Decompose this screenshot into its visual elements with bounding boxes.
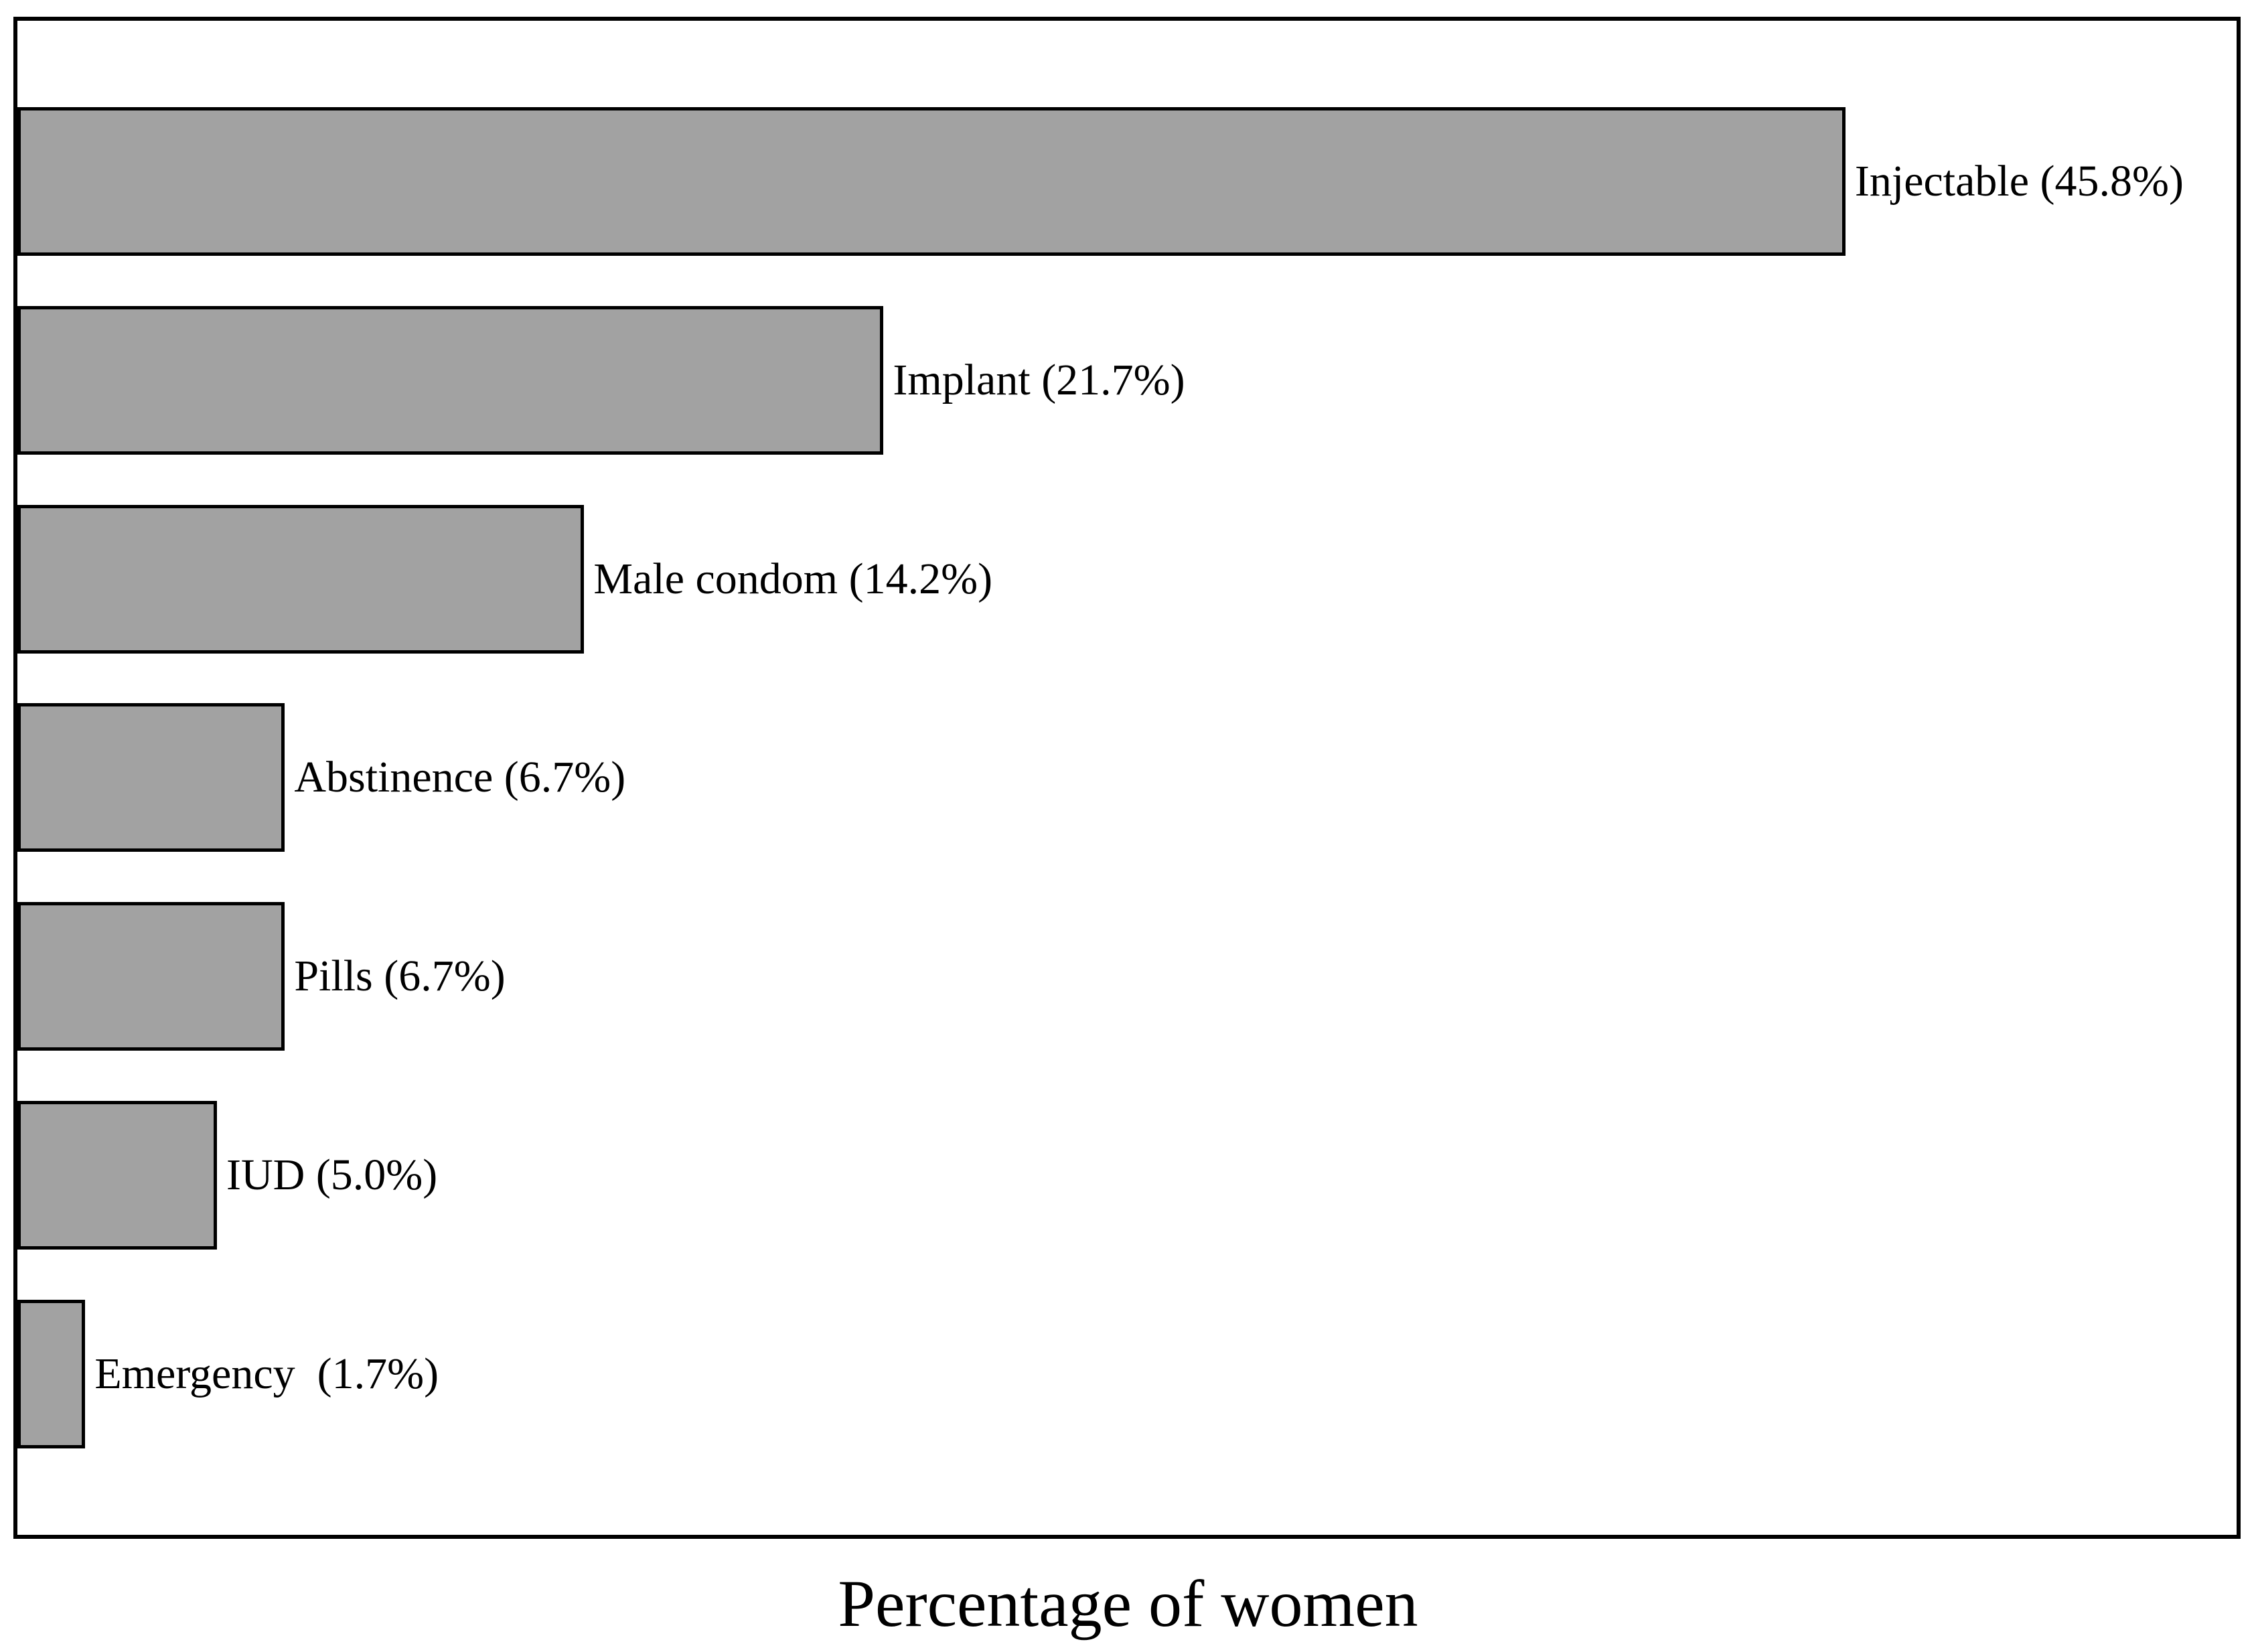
- x-axis-label: Percentage of women: [838, 1566, 1418, 1641]
- bar-label-injectable: Injectable (45.8%): [1854, 157, 2184, 206]
- bar-label-pills: Pills (6.7%): [294, 952, 506, 1001]
- bar-label-iud: IUD (5.0%): [226, 1150, 438, 1200]
- bar-row-implant: Implant (21.7%): [17, 305, 2237, 455]
- bar-label-male-condom: Male condom (14.2%): [593, 554, 993, 603]
- plot-area: Injectable (45.8%) Implant (21.7%) Male …: [13, 17, 2241, 1539]
- bar-row-pills: Pills (6.7%): [17, 902, 2237, 1051]
- bar-label-implant: Implant (21.7%): [893, 355, 1185, 404]
- bar-emergency: [17, 1299, 86, 1448]
- bar-row-iud: IUD (5.0%): [17, 1101, 2237, 1250]
- bar-row-emergency: Emergency (1.7%): [17, 1299, 2237, 1448]
- bar-label-emergency: Emergency (1.7%): [94, 1349, 439, 1398]
- bar-iud: [17, 1101, 218, 1250]
- bar-implant: [17, 305, 884, 455]
- bar-row-abstinence: Abstinence (6.7%): [17, 703, 2237, 852]
- bar-injectable: [17, 107, 1846, 256]
- bar-row-male-condom: Male condom (14.2%): [17, 504, 2237, 654]
- bar-male-condom: [17, 504, 585, 654]
- bar-label-abstinence: Abstinence (6.7%): [294, 753, 626, 802]
- bar-group: Injectable (45.8%) Implant (21.7%) Male …: [17, 21, 2237, 1535]
- bar-abstinence: [17, 703, 285, 852]
- bar-row-injectable: Injectable (45.8%): [17, 107, 2237, 256]
- bar-pills: [17, 902, 285, 1051]
